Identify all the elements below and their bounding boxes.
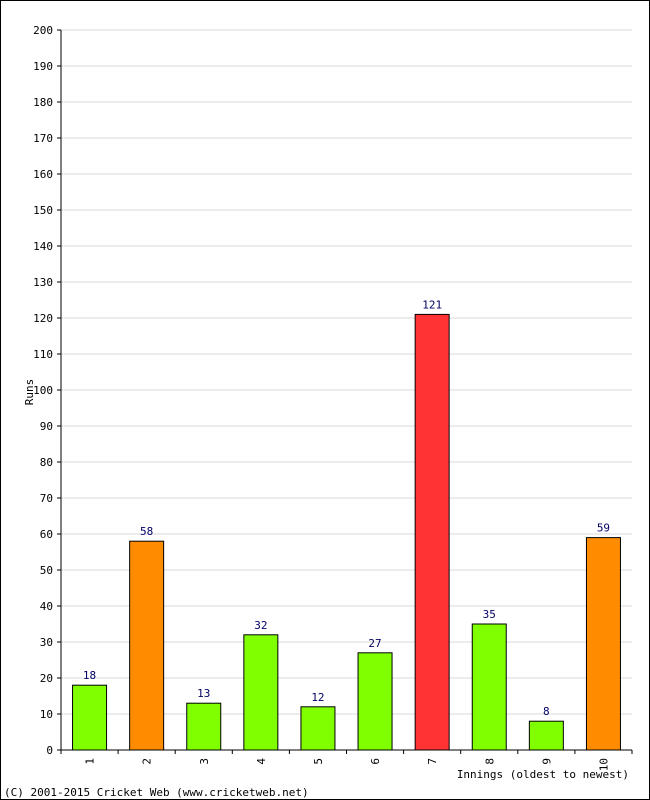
bar — [528, 720, 564, 751]
y-tick-label: 10 — [40, 708, 53, 721]
bar — [585, 537, 621, 751]
y-tick-label: 170 — [33, 132, 53, 145]
y-axis-ticks: 0 10 20 30 40 50 60 70 80 90 100 110 120 130 140 150 160… — [33, 24, 61, 757]
bar — [72, 684, 108, 751]
y-tick-label: 40 — [40, 600, 53, 613]
y-tick-label: 90 — [40, 420, 53, 433]
y-tick-label: 150 — [33, 204, 53, 217]
x-tick-label: 7 — [426, 758, 439, 765]
grid-lines — [61, 29, 632, 715]
y-tick-label: 80 — [40, 456, 53, 469]
copyright-text: (C) 2001-2015 Cricket Web (www.cricketwe… — [4, 786, 309, 799]
y-tick-label: 30 — [40, 636, 53, 649]
x-tick-label: 2 — [141, 758, 154, 765]
x-tick-label: 6 — [369, 758, 382, 765]
x-tick-label: 10 — [597, 758, 610, 771]
bar-value-label: 58 — [140, 525, 153, 538]
y-tick-label: 70 — [40, 492, 53, 505]
x-tick-label: 4 — [255, 758, 268, 765]
x-tick-label: 3 — [198, 758, 211, 765]
bar — [186, 702, 222, 751]
y-tick-label: 190 — [33, 60, 53, 73]
bar-value-label: 121 — [422, 298, 442, 311]
x-tick-label: 1 — [84, 758, 97, 765]
bar — [129, 540, 165, 751]
bar-value-label: 18 — [83, 669, 96, 682]
bars: 18 58 13 32 12 27 121 35 8 59 — [72, 298, 621, 751]
y-tick-label: 110 — [33, 348, 53, 361]
y-tick-label: 120 — [33, 312, 53, 325]
y-tick-label: 130 — [33, 276, 53, 289]
bar-value-label: 59 — [597, 522, 610, 535]
bar-value-label: 27 — [368, 637, 381, 650]
bar-value-label: 12 — [311, 691, 324, 704]
y-tick-label: 60 — [40, 528, 53, 541]
y-tick-label: 20 — [40, 672, 53, 685]
x-tick-label: 8 — [483, 758, 496, 765]
y-tick-label: 50 — [40, 564, 53, 577]
bar — [243, 634, 279, 751]
bar-value-label: 8 — [543, 705, 550, 718]
x-axis-ticks: 1 2 3 4 5 6 7 8 9 10 — [60, 750, 633, 771]
x-tick-label: 5 — [312, 758, 325, 765]
x-tick-label: 9 — [540, 758, 553, 765]
bar — [414, 313, 450, 751]
y-tick-label: 200 — [33, 24, 53, 37]
bar-value-label: 13 — [197, 687, 210, 700]
y-axis-title: Runs — [23, 379, 36, 406]
bar-value-label: 35 — [483, 608, 496, 621]
y-tick-label: 0 — [46, 744, 53, 757]
x-axis-title: Innings (oldest to newest) — [457, 768, 629, 781]
y-tick-label: 160 — [33, 168, 53, 181]
y-tick-label: 180 — [33, 96, 53, 109]
bar — [357, 652, 393, 751]
y-tick-label: 100 — [33, 384, 53, 397]
bar — [471, 623, 507, 751]
bar-value-label: 32 — [254, 619, 267, 632]
bar — [300, 706, 336, 751]
y-tick-label: 140 — [33, 240, 53, 253]
